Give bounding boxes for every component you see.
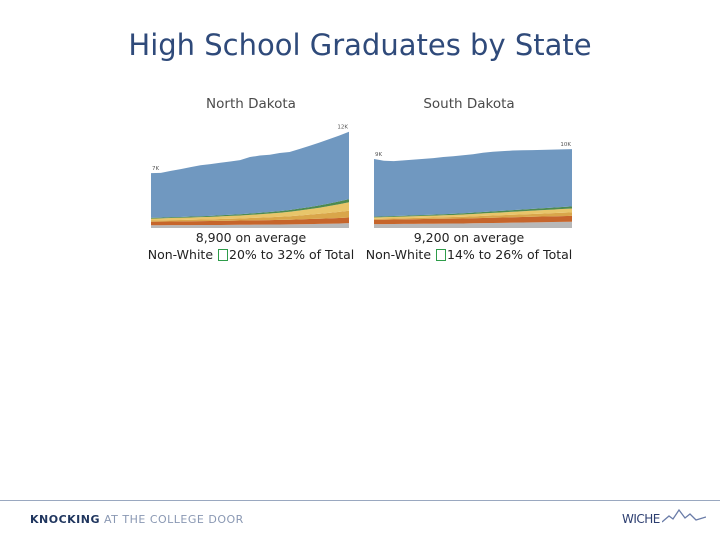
area-series-multi	[374, 221, 572, 228]
area-series-hispanic	[151, 202, 349, 221]
area-series-native	[374, 215, 572, 225]
mountain-logo-icon	[662, 508, 706, 523]
caption-non-white-share: Non-White 20% to 32% of Total	[131, 246, 371, 263]
arrow-glyph-icon	[436, 249, 446, 261]
south-dakota-area-chart: 9K 10K	[374, 142, 572, 228]
area-series-multi	[151, 223, 349, 228]
footer-logo: KNOCKING AT THE COLLEGE DOOR	[30, 513, 244, 526]
area-series-hispanic	[374, 208, 572, 219]
page-title: High School Graduates by State	[128, 28, 592, 62]
end-total-label: 10K	[560, 142, 571, 148]
logo-light-text: AT THE COLLEGE DOOR	[104, 513, 244, 526]
arrow-glyph-icon	[218, 249, 228, 261]
area-series-black	[374, 212, 572, 220]
area-series-native	[151, 217, 349, 226]
logo-strong-text: KNOCKING	[30, 513, 101, 526]
caption-average: 9,200 on average	[413, 230, 525, 245]
area-series-white-students	[151, 131, 349, 218]
north-dakota-area-chart: 7K 12K	[151, 125, 349, 228]
area-series-white-students	[374, 149, 572, 217]
caption-average: 8,900 on average	[195, 230, 307, 245]
area-series-asian	[151, 199, 349, 219]
chart-heading-south-dakota: South Dakota	[423, 96, 515, 112]
footer-divider	[0, 500, 720, 501]
chart-heading-north-dakota: North Dakota	[206, 96, 296, 112]
start-total-label: 7K	[152, 166, 159, 172]
brand-wordmark: WICHE	[622, 512, 660, 526]
caption-prefix: Non-White	[147, 247, 214, 262]
caption-north-dakota: 8,900 on average Non-White 20% to 32% of…	[131, 229, 371, 263]
area-series-asian	[374, 206, 572, 218]
caption-prefix: Non-White	[365, 247, 432, 262]
start-total-label: 9K	[375, 152, 382, 158]
caption-non-white-share: Non-White 14% to 26% of Total	[349, 246, 589, 263]
caption-range: 14% to 26% of Total	[447, 247, 573, 262]
area-series-black	[151, 210, 349, 222]
caption-south-dakota: 9,200 on average Non-White 14% to 26% of…	[349, 229, 589, 263]
end-total-label: 12K	[337, 125, 348, 131]
caption-range: 20% to 32% of Total	[229, 247, 355, 262]
